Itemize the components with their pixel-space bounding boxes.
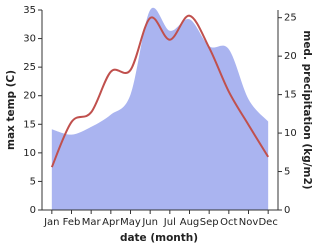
x-tick-label: Jul: [163, 217, 176, 228]
y-tick-label: 15: [23, 119, 36, 130]
x-axis-label: date (month): [120, 232, 198, 244]
x-tick-label: Apr: [102, 217, 120, 228]
y-tick-label: 25: [23, 62, 36, 73]
precipitation-area: [51, 7, 269, 211]
x-tick-label: Dec: [258, 217, 277, 228]
y2-tick-label: 25: [284, 13, 297, 24]
x-tick-label: Sep: [200, 217, 219, 228]
y2-tick-label: 10: [284, 128, 297, 139]
x-tick-label: Feb: [63, 217, 81, 228]
x-tick-label: Nov: [239, 217, 259, 228]
y-tick-label: 20: [23, 91, 36, 102]
y2-tick-label: 20: [284, 51, 297, 62]
y2-axis-label: med. precipitation (kg/m2): [301, 30, 313, 189]
temp-line: [50, 14, 270, 168]
x-tick-label: May: [120, 217, 141, 228]
y-tick-label: 10: [23, 148, 36, 159]
y-tick-label: 35: [23, 5, 36, 16]
y2-tick-label: 5: [284, 167, 290, 178]
y-tick-label: 5: [30, 176, 36, 187]
x-tick-label: Mar: [82, 217, 102, 228]
y2-tick-label: 0: [284, 205, 290, 216]
x-tick-label: Oct: [220, 217, 237, 228]
y-tick-label: 0: [30, 205, 36, 216]
y-tick-label: 30: [23, 34, 36, 45]
y2-tick-label: 15: [284, 90, 297, 101]
x-tick-label: Aug: [180, 217, 200, 228]
y-axis-label: max temp (C): [5, 70, 17, 150]
x-tick-label: Jan: [43, 217, 59, 228]
x-tick-label: Jun: [141, 217, 158, 228]
